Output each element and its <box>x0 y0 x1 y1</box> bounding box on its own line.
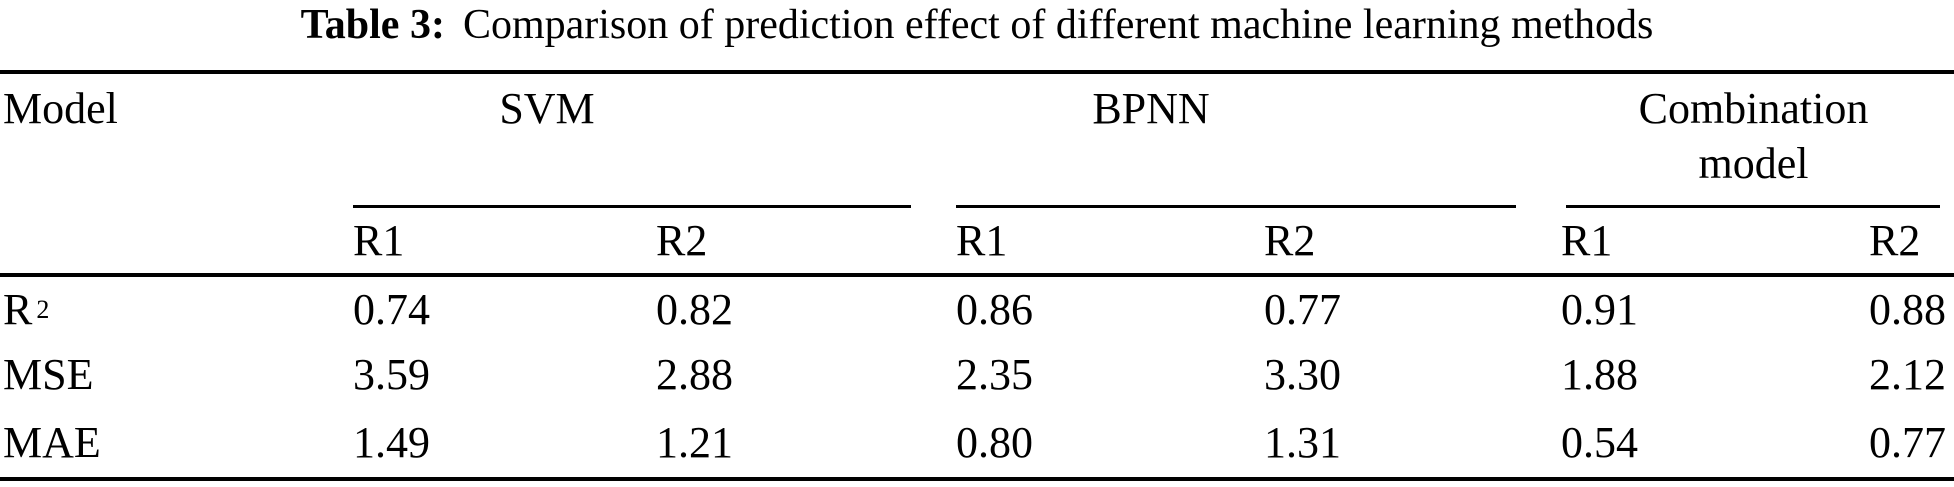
bpnn-spanner-rule <box>956 205 1516 208</box>
value-cell-mse-comb-r2: 2.12 <box>1869 350 1946 399</box>
row-label-text: MAE <box>3 417 101 467</box>
value-cell-mse-comb-r1: 1.88 <box>1561 350 1638 399</box>
caption-number-label: Table 3: <box>300 2 445 48</box>
row-label-text: R <box>3 285 33 334</box>
group-header-svm: SVM <box>353 74 956 208</box>
group-header-bpnn: BPNN <box>956 74 1561 208</box>
value-cell-r2-comb-r1: 0.91 <box>1561 285 1638 334</box>
subheader-empty-cell <box>0 208 353 273</box>
group-label-combination-line2: model <box>1698 139 1809 188</box>
value-cell-mae-comb-r1: 0.54 <box>1561 417 1638 467</box>
column-header-model: Model <box>3 84 118 133</box>
value-cell-r2-comb-r2: 0.88 <box>1869 285 1946 334</box>
value-cell-mse-svm-r1: 3.59 <box>353 350 430 399</box>
value-cell-r2-bpnn-r1: 0.86 <box>956 285 1033 334</box>
header-bottom-rule <box>0 273 1954 277</box>
value-cell-mse-svm-r2: 2.88 <box>656 350 733 399</box>
subheader-svm-r1: R1 <box>353 216 405 265</box>
row-label-mae: MAE <box>0 407 353 477</box>
group-label-combination: Combination <box>1638 84 1869 133</box>
caption-text: Comparison of prediction effect of diffe… <box>462 2 1654 48</box>
table-bottom-rule <box>0 477 1954 481</box>
row-label-mse: MSE <box>0 342 353 407</box>
value-cell-r2-svm-r1: 0.74 <box>353 285 430 334</box>
group-label-bpnn: BPNN <box>1092 84 1210 133</box>
table-row-mae: MAE 1.49 1.21 0.80 1.31 0.54 0.77 <box>0 407 1954 477</box>
group-label-svm: SVM <box>499 84 595 133</box>
value-cell-mae-bpnn-r1: 0.80 <box>956 417 1033 467</box>
header-group-row: Model SVM BPNN Combination model <box>0 74 1954 208</box>
value-cell-mae-bpnn-r2: 1.31 <box>1264 417 1341 467</box>
subheader-bpnn-r1: R1 <box>956 216 1008 265</box>
value-cell-mae-comb-r2: 0.77 <box>1869 417 1946 467</box>
value-cell-r2-bpnn-r2: 0.77 <box>1264 285 1341 334</box>
value-cell-mse-bpnn-r1: 2.35 <box>956 350 1033 399</box>
value-cell-mse-bpnn-r2: 3.30 <box>1264 350 1341 399</box>
subheader-comb-r2: R2 <box>1869 216 1921 265</box>
subheader-bpnn-r2: R2 <box>1264 216 1316 265</box>
group-header-combination-model: Combination model <box>1561 74 1954 208</box>
value-cell-mae-svm-r1: 1.49 <box>353 417 430 467</box>
table-caption: Table 3: Comparison of prediction effect … <box>0 0 1954 70</box>
combination-spanner-rule <box>1566 205 1940 208</box>
table-top-rule <box>0 70 1954 74</box>
value-cell-mae-svm-r2: 1.21 <box>656 417 733 467</box>
subheader-comb-r1: R1 <box>1561 216 1613 265</box>
value-cell-r2-svm-r2: 0.82 <box>656 285 733 334</box>
subheader-row: R1 R2 R1 R2 R1 R2 <box>0 208 1954 273</box>
subheader-svm-r2: R2 <box>656 216 708 265</box>
row-label-text: MSE <box>3 350 94 399</box>
table-row-mse: MSE 3.59 2.88 2.35 3.30 1.88 2.12 <box>0 342 1954 407</box>
svm-spanner-rule <box>353 205 911 208</box>
